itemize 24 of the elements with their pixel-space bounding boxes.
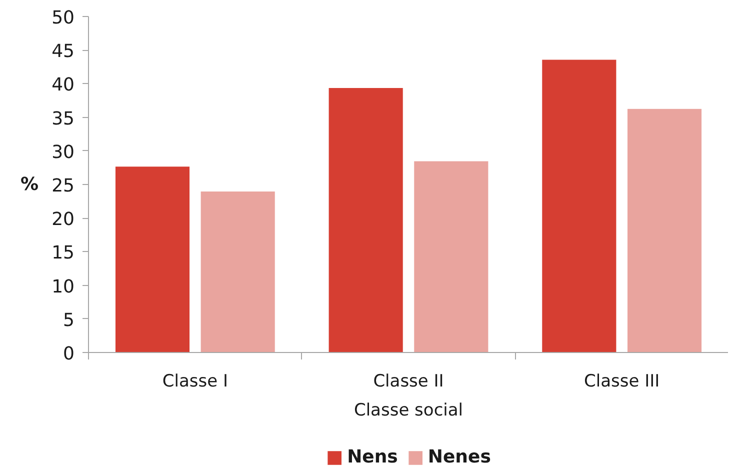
x-tick-label: Classe III [584,372,660,392]
y-tick-label: 30 [52,142,74,163]
bar [200,190,276,352]
legend-label: Nens [347,446,398,468]
y-tick-label: 45 [52,41,74,62]
y-tick-label: 10 [52,276,74,298]
y-tick-label: 20 [52,209,74,230]
bar [626,108,702,352]
legend-label: Nenes [428,446,491,468]
x-tick-label: Classe II [373,372,444,392]
x-axis-title: Classe social [354,400,464,420]
y-tick-label: 35 [52,108,74,130]
y-tick-label: 5 [63,310,74,331]
bar [114,166,190,352]
y-tick-label: 25 [52,176,74,196]
bar [414,160,489,352]
y-tick-label: 15 [52,242,74,264]
y-axis-title: % [20,174,39,195]
bar [542,59,617,352]
bar [328,87,404,352]
x-tick-label: Classe I [162,372,228,392]
y-tick-label: 50 [52,8,74,28]
y-tick-label: 0 [63,344,74,364]
y-tick-label: 40 [52,74,74,96]
